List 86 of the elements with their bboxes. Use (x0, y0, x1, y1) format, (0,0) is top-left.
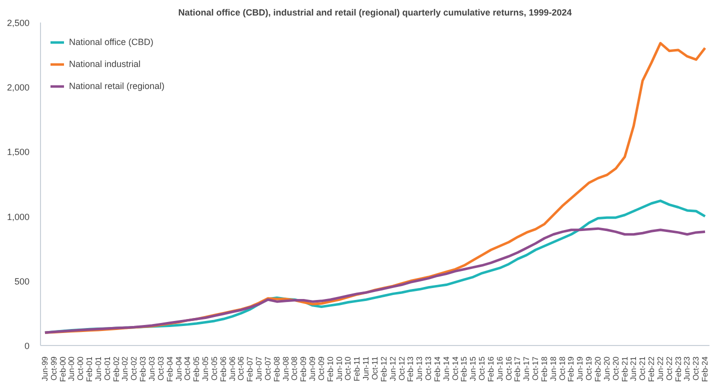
x-tick-label: Oct-04 (183, 356, 192, 381)
x-tick-label: Feb-22 (647, 356, 656, 382)
x-tick-label: Jun-11 (362, 356, 371, 380)
x-tick-label: Oct-20 (611, 356, 620, 381)
x-tick-label: Jun-13 (415, 356, 424, 381)
x-tick-label: Jun-09 (308, 356, 318, 381)
x-tick-label: Oct-08 (290, 356, 300, 381)
x-tick-label: Oct-03 (156, 356, 166, 381)
x-tick-label: Oct-15 (478, 356, 487, 381)
y-tick-label: 0 (24, 341, 30, 351)
x-tick-label: Feb-03 (138, 356, 148, 382)
x-tick-label: Oct-23 (692, 356, 701, 381)
x-tick-label: Jun-01 (94, 356, 103, 381)
x-tick-label: Jun-04 (174, 356, 184, 381)
x-tick-label: Oct-22 (664, 356, 674, 381)
x-tick-label: Oct-17 (531, 356, 540, 381)
x-tick-label: Jun-05 (201, 356, 210, 381)
y-tick-label: 500 (14, 276, 30, 286)
x-tick-label: Jun-99 (40, 356, 50, 381)
x-tick-label: Feb-17 (513, 356, 522, 382)
x-tick-label: Feb-08 (272, 356, 282, 382)
x-tick-label: Oct-99 (49, 356, 58, 381)
x-tick-label: Oct-10 (344, 356, 353, 381)
x-tick-label: Oct-09 (316, 356, 326, 381)
chart-title: National office (CBD), industrial and retail (regional) quarterly cumulative returns, 1999-2024 (178, 8, 572, 18)
x-tick-label: Oct-12 (397, 356, 406, 381)
x-tick-label: Oct-21 (638, 356, 648, 381)
x-tick-label: Feb-21 (620, 356, 630, 382)
x-tick-label: Feb-15 (460, 356, 469, 382)
x-tick-label: Oct-18 (558, 356, 567, 381)
x-tick-label: Oct-06 (236, 356, 246, 381)
x-tick-label: Feb-18 (540, 356, 549, 382)
x-tick-label: Oct-01 (102, 356, 112, 381)
x-tick-label: Jun-14 (442, 356, 451, 381)
x-tick-label: Jun-16 (495, 356, 504, 381)
x-tick-label: Jun-00 (67, 356, 76, 381)
x-tick-label: Jun-19 (576, 356, 585, 381)
x-tick-label: Jun-06 (228, 356, 237, 381)
x-tick-label: Jun-22 (656, 356, 665, 381)
x-tick-label: Feb-16 (486, 356, 496, 382)
x-tick-label: Feb-00 (58, 356, 68, 382)
x-tick-label: Feb-04 (165, 356, 174, 382)
y-tick-label: 1,000 (6, 212, 30, 222)
x-tick-label: Oct-13 (424, 356, 434, 381)
x-tick-label: Oct-00 (76, 356, 86, 381)
x-tick-label: Oct-11 (370, 356, 380, 380)
x-tick-label: Jun-08 (281, 356, 290, 381)
y-tick-label: 1,500 (6, 147, 30, 158)
x-tick-label: Jun-15 (468, 356, 478, 381)
legend-label: National industrial (69, 59, 141, 69)
x-tick-label: Jun-02 (120, 356, 130, 381)
x-tick-label: Feb-07 (246, 356, 255, 382)
x-tick-label: Jun-21 (629, 356, 638, 381)
x-tick-label: Feb-19 (566, 356, 576, 382)
x-tick-label: Jun-12 (388, 356, 398, 381)
x-tick-label: Feb-05 (192, 356, 202, 382)
x-tick-label: Feb-02 (112, 356, 121, 382)
x-tick-label: Feb-12 (379, 356, 388, 382)
x-tick-label: Feb-13 (406, 356, 416, 382)
x-tick-label: Jun-18 (548, 356, 558, 381)
x-tick-label: Oct-16 (504, 356, 514, 381)
legend-label: National office (CBD) (69, 37, 154, 47)
legend-label: National retail (regional) (69, 81, 165, 91)
x-tick-label: Feb-10 (326, 356, 335, 382)
x-tick-label: Jun-20 (602, 356, 612, 381)
x-tick-label: Jun-07 (254, 356, 264, 381)
x-tick-label: Jun-23 (682, 356, 692, 381)
y-tick-label: 2,500 (6, 18, 30, 28)
x-tick-label: Oct-19 (584, 356, 594, 381)
x-tick-label: Feb-20 (594, 356, 602, 382)
x-tick-label: Jun-17 (522, 356, 532, 381)
x-tick-label: Feb-24 (700, 356, 710, 382)
x-tick-label: Feb-14 (432, 356, 442, 382)
x-tick-label: Feb-23 (674, 356, 683, 382)
x-tick-label: Oct-07 (263, 356, 272, 381)
x-tick-label: Jun-10 (334, 356, 344, 381)
x-tick-label: Feb-09 (299, 356, 308, 382)
x-tick-label: Oct-02 (130, 356, 139, 381)
x-tick-label: Jun-03 (148, 356, 156, 381)
x-tick-label: Oct-05 (210, 356, 219, 381)
x-tick-label: Feb-06 (218, 356, 228, 382)
line-series (44, 227, 706, 334)
x-tick-label: Feb-11 (352, 356, 362, 382)
y-tick-label: 2,000 (6, 82, 30, 93)
x-tick-label: Oct-14 (450, 356, 460, 381)
x-tick-label: Feb-01 (85, 356, 94, 382)
